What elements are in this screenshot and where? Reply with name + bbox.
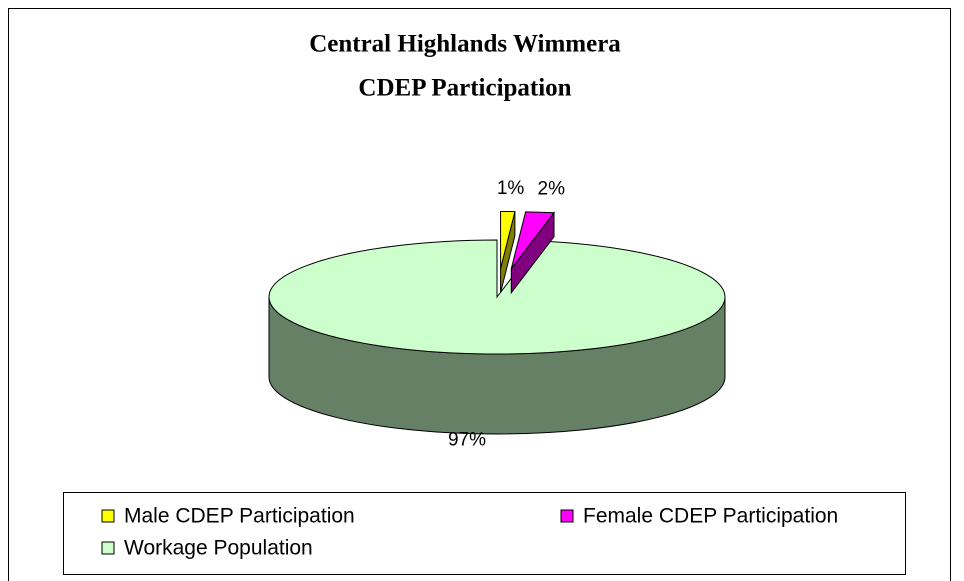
legend-box [63,492,906,575]
legend-swatch [101,541,115,555]
slice [500,211,516,269]
chart-title: CDEP Participation [358,75,571,102]
data-label: 97% [448,429,486,450]
slice [268,239,726,355]
legend-swatch [101,509,115,523]
slice [510,211,555,270]
legend-label: Female CDEP Participation [583,505,838,528]
chart-frame [8,8,951,581]
legend-swatch [560,509,574,523]
data-label: 1% [497,178,525,199]
chart-title: Central Highlands Wimmera [309,31,621,58]
legend-label: Workage Population [124,537,313,560]
legend-label: Male CDEP Participation [124,505,355,528]
data-label: 2% [538,179,566,200]
